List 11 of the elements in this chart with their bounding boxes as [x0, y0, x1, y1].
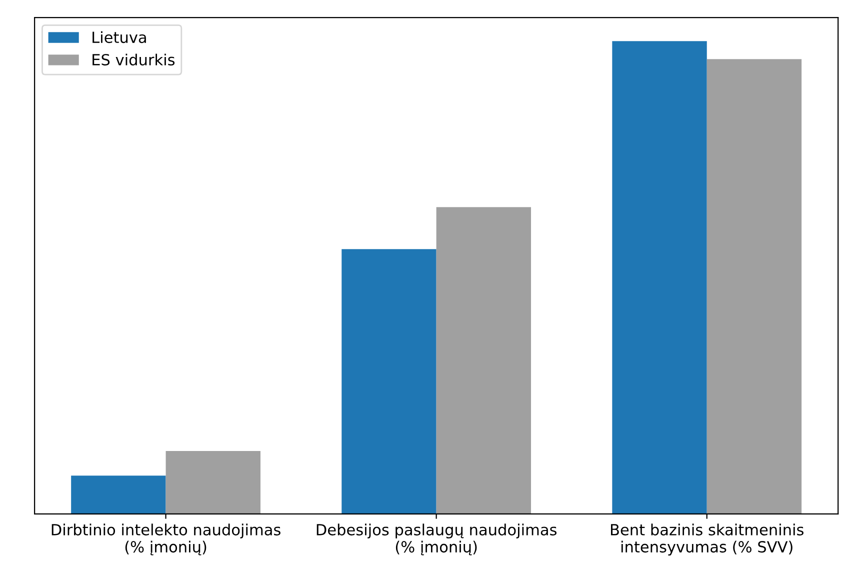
- bar: [436, 207, 532, 514]
- bar: [71, 476, 166, 514]
- x-tick-label: Debesijos paslaugų naudojimas (% įmonių): [316, 524, 557, 556]
- bar: [342, 249, 436, 514]
- bar: [166, 451, 260, 514]
- legend-label: ES vidurkis: [92, 54, 175, 66]
- bar: [706, 59, 802, 514]
- legend-label: Lietuva: [92, 31, 146, 44]
- bar: [612, 41, 707, 514]
- x-tick-label: Dirbtinio intelekto naudojimas (% įmonių): [52, 524, 280, 556]
- x-tick-label: Bent bazinis skaitmeninis intensyvumas (% SVV): [611, 524, 804, 556]
